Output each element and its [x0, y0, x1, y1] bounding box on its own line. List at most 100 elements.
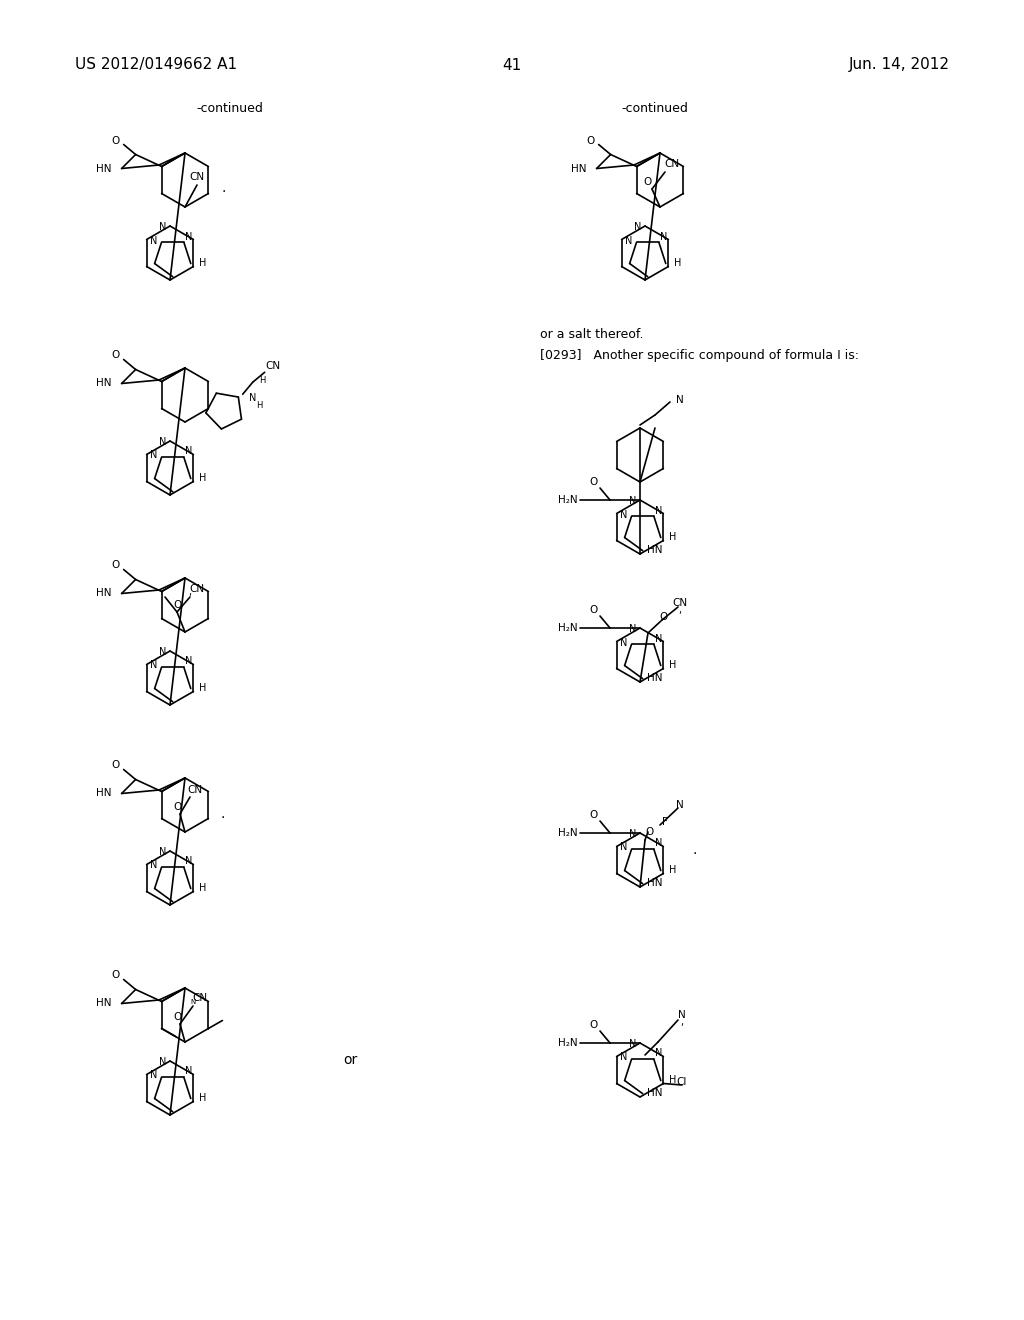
- Text: N: N: [620, 842, 628, 853]
- Text: N: N: [160, 647, 167, 657]
- Text: O: O: [112, 351, 120, 360]
- Text: N: N: [249, 393, 256, 403]
- Text: H: H: [199, 682, 207, 693]
- Text: H₂N: H₂N: [558, 1038, 578, 1048]
- Text: F: F: [663, 817, 668, 828]
- Text: N: N: [184, 857, 193, 866]
- Text: [0293]   Another specific compound of formula I is:: [0293] Another specific compound of form…: [540, 348, 859, 362]
- Text: H: H: [199, 1093, 207, 1102]
- Text: CN: CN: [187, 785, 203, 795]
- Text: -continued: -continued: [622, 102, 688, 115]
- Text: N: N: [654, 634, 663, 644]
- Text: O: O: [173, 1012, 181, 1022]
- Text: O: O: [173, 601, 181, 610]
- Text: O: O: [590, 605, 598, 615]
- Text: H: H: [669, 1074, 677, 1085]
- Text: N: N: [620, 1052, 628, 1063]
- Text: O: O: [646, 828, 654, 837]
- Text: H: H: [256, 401, 263, 409]
- Text: N: N: [659, 231, 667, 242]
- Text: N: N: [678, 1010, 686, 1020]
- Text: N: N: [190, 999, 196, 1005]
- Text: N: N: [150, 1071, 158, 1081]
- Text: N: N: [160, 222, 167, 232]
- Text: HN: HN: [96, 589, 112, 598]
- Text: O: O: [590, 810, 598, 820]
- Text: N: N: [160, 847, 167, 857]
- Text: O: O: [590, 477, 598, 487]
- Text: ,: ,: [679, 605, 682, 615]
- Text: N: N: [630, 624, 637, 634]
- Text: HN: HN: [570, 164, 587, 173]
- Text: N: N: [630, 829, 637, 840]
- Text: or: or: [343, 1053, 357, 1067]
- Text: N: N: [676, 800, 684, 810]
- Text: HN: HN: [96, 998, 112, 1008]
- Text: CN: CN: [673, 598, 687, 609]
- Text: N: N: [654, 838, 663, 849]
- Text: N: N: [184, 231, 193, 242]
- Text: N: N: [654, 1048, 663, 1059]
- Text: US 2012/0149662 A1: US 2012/0149662 A1: [75, 58, 238, 73]
- Text: O: O: [590, 1020, 598, 1030]
- Text: O: O: [587, 136, 595, 145]
- Text: N: N: [184, 1067, 193, 1077]
- Text: H: H: [259, 376, 266, 384]
- Text: O: O: [112, 561, 120, 570]
- Text: HN: HN: [96, 379, 112, 388]
- Text: N: N: [630, 496, 637, 506]
- Text: H: H: [199, 473, 207, 483]
- Text: CN: CN: [665, 158, 680, 169]
- Text: N: N: [184, 446, 193, 457]
- Text: 41: 41: [503, 58, 521, 73]
- Text: N: N: [620, 638, 628, 648]
- Text: HN: HN: [96, 164, 112, 173]
- Text: ,: ,: [188, 587, 191, 597]
- Text: Jun. 14, 2012: Jun. 14, 2012: [849, 58, 950, 73]
- Text: N: N: [184, 656, 193, 667]
- Text: Cl: Cl: [677, 1077, 687, 1086]
- Text: H₂N: H₂N: [558, 495, 578, 506]
- Text: H: H: [199, 257, 207, 268]
- Text: H: H: [199, 883, 207, 892]
- Text: HN: HN: [96, 788, 112, 799]
- Text: H₂N: H₂N: [558, 623, 578, 634]
- Text: N: N: [160, 1057, 167, 1067]
- Text: HN: HN: [647, 1088, 663, 1098]
- Text: N: N: [620, 510, 628, 520]
- Text: O: O: [173, 803, 181, 812]
- Text: O: O: [659, 612, 668, 622]
- Text: H: H: [669, 532, 677, 541]
- Text: CN: CN: [265, 362, 281, 371]
- Text: N: N: [654, 506, 663, 516]
- Text: HN: HN: [647, 673, 663, 682]
- Text: O: O: [644, 177, 652, 187]
- Text: O: O: [112, 970, 120, 981]
- Text: CN: CN: [189, 583, 205, 594]
- Text: O: O: [112, 136, 120, 145]
- Text: N: N: [676, 395, 684, 405]
- Text: CN: CN: [193, 993, 208, 1003]
- Text: CN: CN: [189, 172, 205, 182]
- Text: HN: HN: [647, 545, 663, 554]
- Text: H: H: [669, 660, 677, 669]
- Text: HN: HN: [647, 878, 663, 888]
- Text: N: N: [630, 1039, 637, 1049]
- Text: N: N: [150, 861, 158, 870]
- Text: .: .: [221, 181, 225, 195]
- Text: N: N: [150, 450, 158, 461]
- Text: ,: ,: [680, 1016, 684, 1027]
- Text: N: N: [160, 437, 167, 447]
- Text: .: .: [693, 843, 697, 857]
- Text: .: .: [220, 807, 224, 821]
- Text: N: N: [150, 235, 158, 246]
- Text: H₂N: H₂N: [558, 828, 578, 838]
- Text: -continued: -continued: [197, 102, 263, 115]
- Text: O: O: [112, 760, 120, 771]
- Text: or a salt thereof.: or a salt thereof.: [540, 329, 643, 342]
- Text: H: H: [669, 865, 677, 875]
- Text: N: N: [634, 222, 642, 232]
- Text: N: N: [150, 660, 158, 671]
- Text: H: H: [674, 257, 681, 268]
- Text: N: N: [625, 235, 632, 246]
